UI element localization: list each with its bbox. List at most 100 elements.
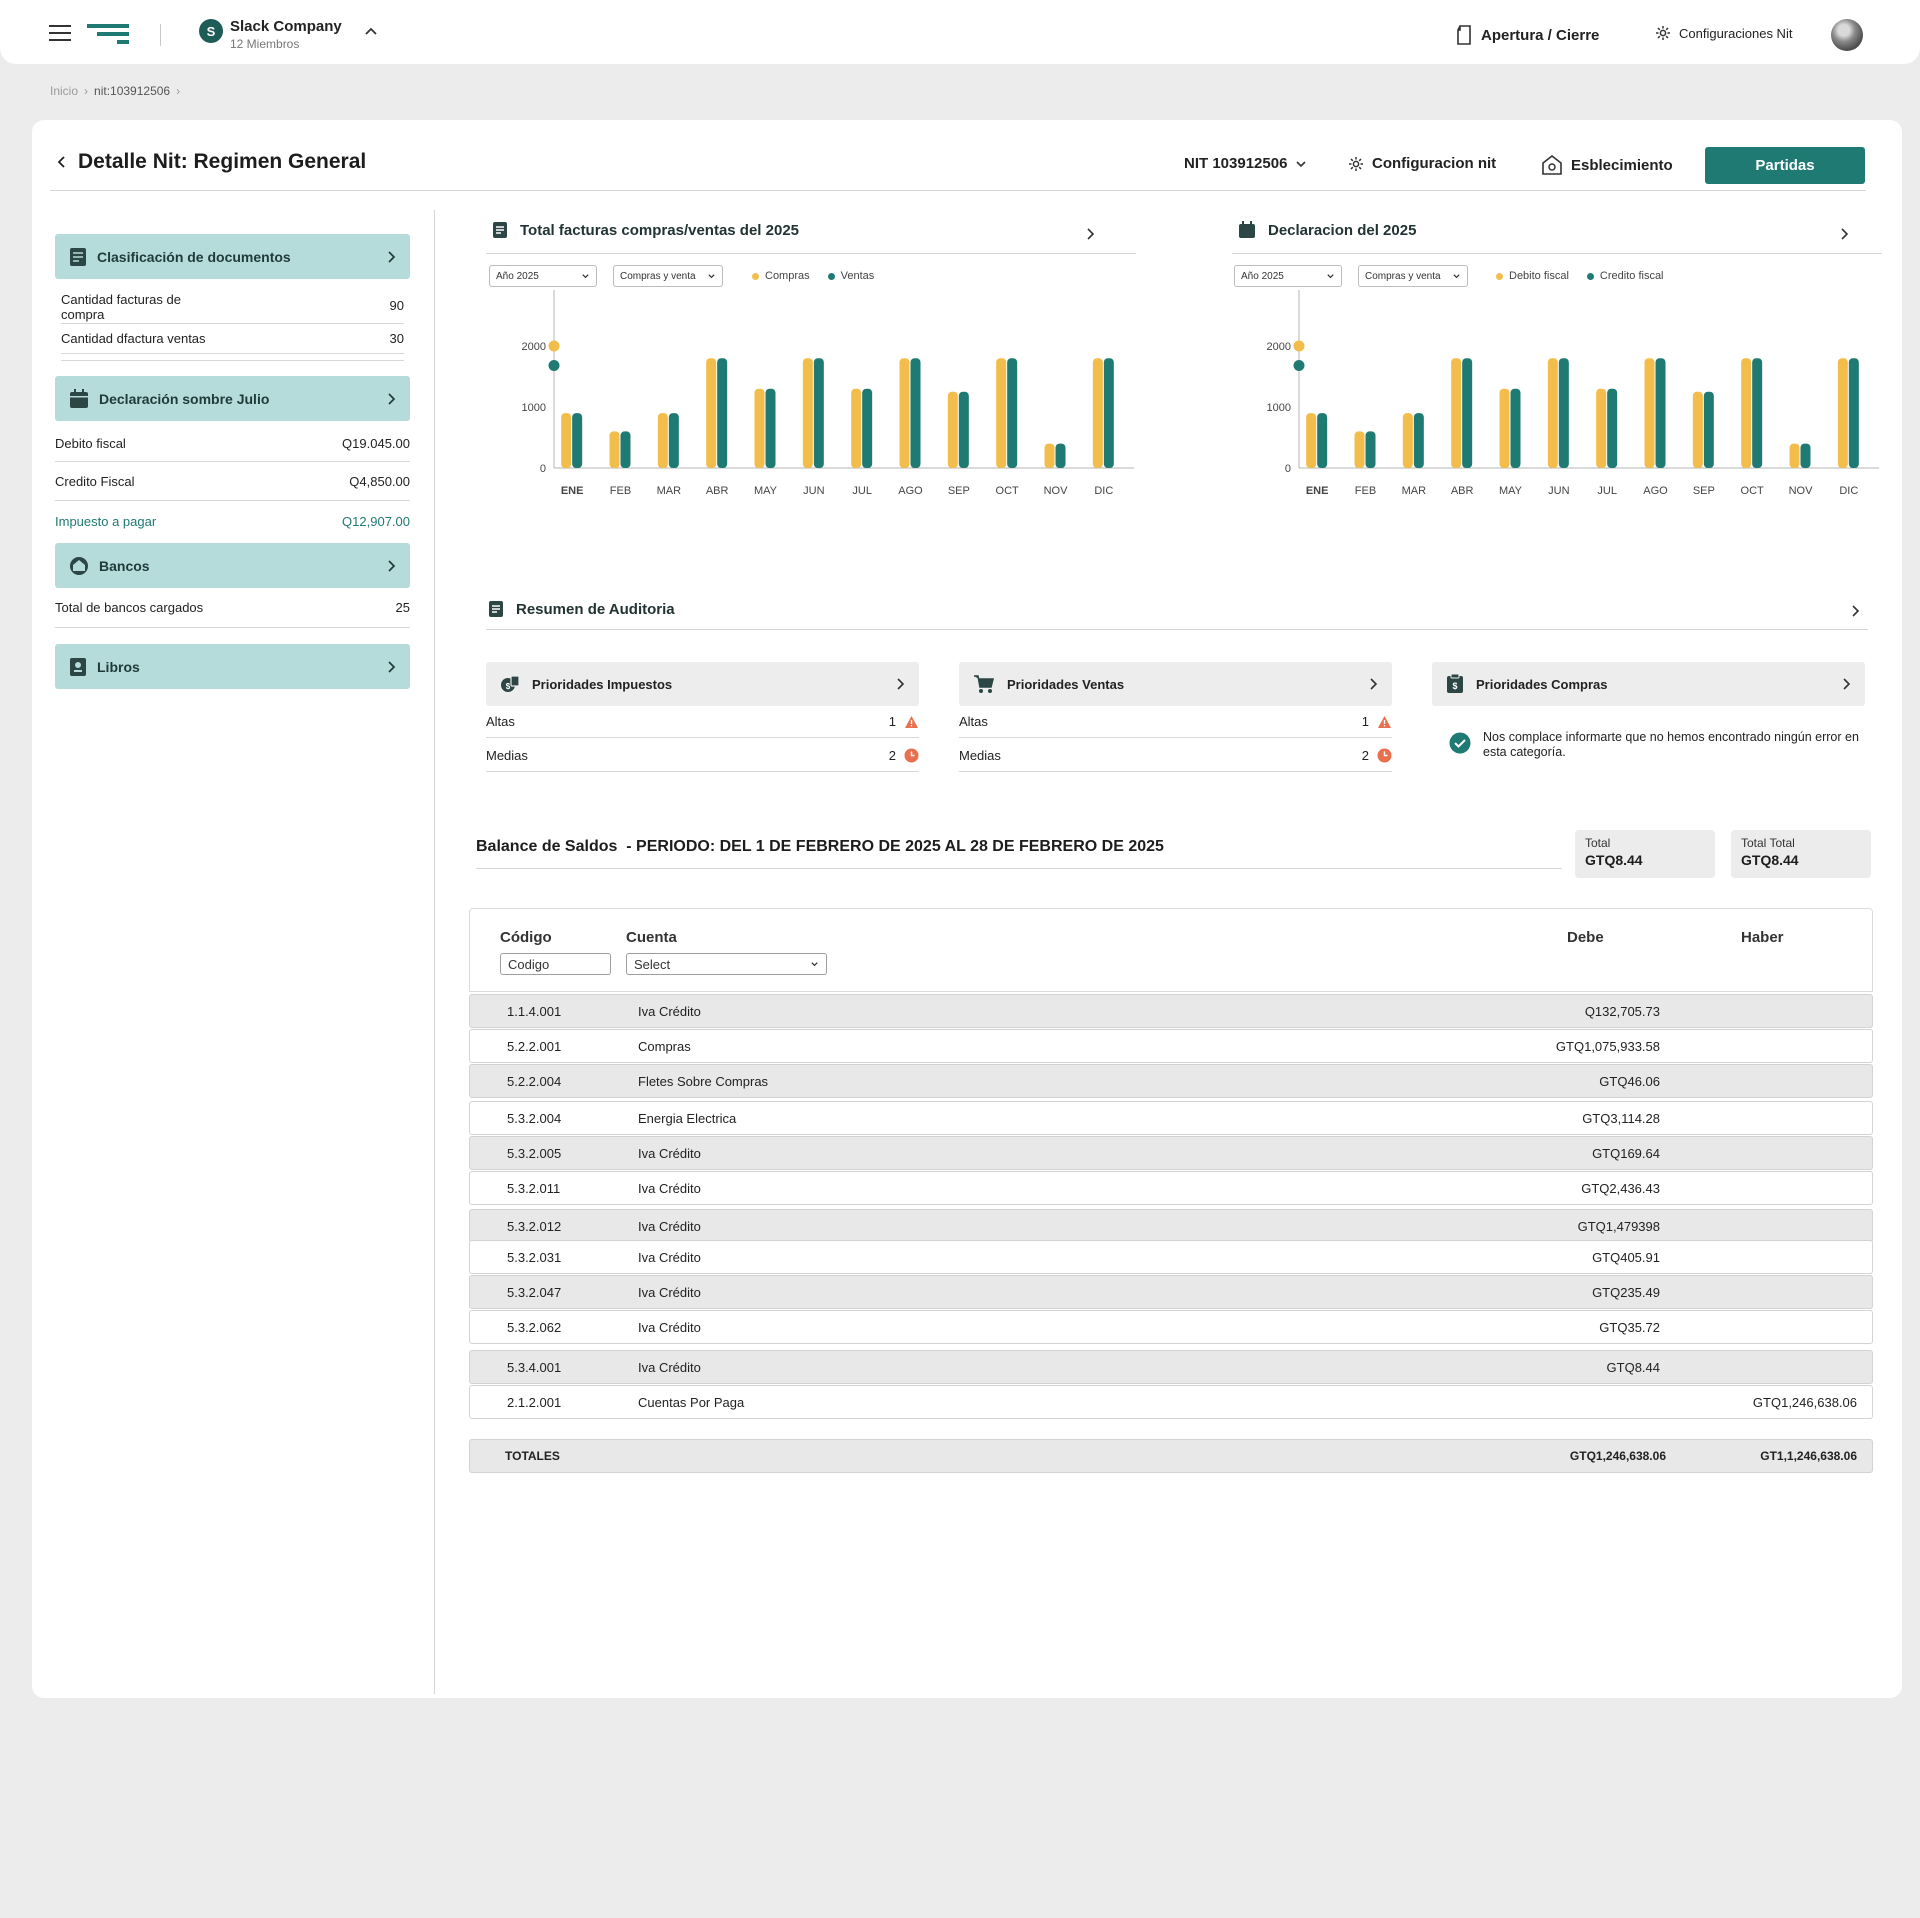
bar-oct-0[interactable] xyxy=(1741,358,1752,468)
bar-mar-1[interactable] xyxy=(668,413,679,468)
breadcrumb-home[interactable]: Inicio xyxy=(50,84,79,98)
bar-may-1[interactable] xyxy=(1510,388,1521,468)
year-select[interactable]: Año 2025 xyxy=(489,265,597,287)
back-icon[interactable] xyxy=(56,155,68,169)
bar-feb-0[interactable] xyxy=(1354,431,1365,468)
company-avatar[interactable]: S xyxy=(199,19,223,43)
bar-abr-0[interactable] xyxy=(706,358,717,468)
bar-may-0[interactable] xyxy=(1499,388,1510,468)
column-header-cuenta[interactable]: Cuenta xyxy=(626,929,677,946)
cell-codigo: 5.3.2.011 xyxy=(507,1181,561,1196)
column-header-haber[interactable]: Haber xyxy=(1741,929,1784,946)
libros-section[interactable]: Libros xyxy=(55,644,410,689)
declaracion-section[interactable]: Declaración sombre Julio xyxy=(55,376,410,421)
establecimiento-link[interactable]: Esblecimiento xyxy=(1541,155,1673,175)
bar-sep-1[interactable] xyxy=(958,391,969,468)
bar-ago-1[interactable] xyxy=(1655,358,1666,468)
table-row[interactable]: 5.3.4.001 Iva Crédito GTQ8.44 xyxy=(469,1350,1873,1384)
bar-nov-1[interactable] xyxy=(1055,443,1066,468)
menu-icon[interactable] xyxy=(49,25,71,42)
bar-ene-0[interactable] xyxy=(1306,413,1317,468)
bar-mar-0[interactable] xyxy=(657,413,668,468)
bar-jun-0[interactable] xyxy=(1547,358,1558,468)
table-row[interactable]: 5.3.2.047 Iva Crédito GTQ235.49 xyxy=(469,1275,1873,1309)
table-row[interactable]: 5.3.2.005 Iva Crédito GTQ169.64 xyxy=(469,1136,1873,1170)
bar-mar-0[interactable] xyxy=(1402,413,1413,468)
bar-jun-1[interactable] xyxy=(813,358,824,468)
bar-sep-0[interactable] xyxy=(1692,391,1703,468)
chevron-down-icon xyxy=(1453,273,1460,278)
table-row[interactable]: 5.3.2.004 Energia Electrica GTQ3,114.28 xyxy=(469,1101,1873,1135)
bar-jul-0[interactable] xyxy=(1596,388,1607,468)
declaracion-chart-title[interactable]: Declaracion del 2025 xyxy=(1238,221,1416,239)
auditoria-title[interactable]: Resumen de Auditoria xyxy=(488,600,675,618)
column-header-codigo[interactable]: Código xyxy=(500,929,552,946)
bar-dic-0[interactable] xyxy=(1837,358,1848,468)
table-row[interactable]: 2.1.2.001 Cuentas Por Paga GTQ1,246,638.06 xyxy=(469,1385,1873,1419)
bar-jun-0[interactable] xyxy=(802,358,813,468)
prioridades-ventas-header[interactable]: Prioridades Ventas xyxy=(959,662,1392,706)
column-header-debe[interactable]: Debe xyxy=(1567,929,1604,946)
codigo-filter-input[interactable]: Codigo xyxy=(500,953,611,975)
bar-oct-1[interactable] xyxy=(1752,358,1763,468)
user-avatar[interactable] xyxy=(1831,19,1863,51)
bar-may-1[interactable] xyxy=(765,388,776,468)
table-row[interactable]: 5.3.2.011 Iva Crédito GTQ2,436.43 xyxy=(469,1171,1873,1205)
table-row[interactable]: 5.2.2.001 Compras GTQ1,075,933.58 xyxy=(469,1029,1873,1063)
clasificacion-section[interactable]: Clasificación de documentos xyxy=(55,234,410,279)
bar-mar-1[interactable] xyxy=(1413,413,1424,468)
chevron-right-icon[interactable] xyxy=(1839,227,1849,241)
bar-ene-1[interactable] xyxy=(572,413,583,468)
table-row[interactable]: 5.2.2.004 Fletes Sobre Compras GTQ46.06 xyxy=(469,1064,1873,1098)
prioridades-impuestos-header[interactable]: $ Prioridades Impuestos xyxy=(486,662,919,706)
bar-dic-1[interactable] xyxy=(1103,358,1114,468)
table-row[interactable]: 5.3.2.031 Iva Crédito GTQ405.91 xyxy=(469,1240,1873,1274)
bar-abr-0[interactable] xyxy=(1451,358,1462,468)
cell-cuenta: Iva Crédito xyxy=(638,1320,701,1335)
cuenta-filter-select[interactable]: Select xyxy=(626,953,827,975)
bar-jul-1[interactable] xyxy=(862,388,873,468)
bar-oct-0[interactable] xyxy=(996,358,1007,468)
nit-selector[interactable]: NIT 103912506 xyxy=(1184,155,1307,172)
bar-ago-0[interactable] xyxy=(899,358,910,468)
bar-jul-0[interactable] xyxy=(851,388,862,468)
type-select[interactable]: Compras y venta xyxy=(1358,265,1468,287)
bar-dic-1[interactable] xyxy=(1848,358,1859,468)
total-total-label: Total Total xyxy=(1741,836,1795,850)
bar-ene-1[interactable] xyxy=(1317,413,1328,468)
bar-jul-1[interactable] xyxy=(1607,388,1618,468)
bar-dic-0[interactable] xyxy=(1092,358,1103,468)
chevron-up-icon[interactable] xyxy=(364,24,378,38)
bar-feb-1[interactable] xyxy=(1365,431,1376,468)
bar-feb-0[interactable] xyxy=(609,431,620,468)
bar-ene-0[interactable] xyxy=(561,413,572,468)
partidas-button[interactable]: Partidas xyxy=(1705,147,1865,184)
bar-sep-1[interactable] xyxy=(1703,391,1714,468)
bar-abr-1[interactable] xyxy=(1462,358,1473,468)
bar-nov-0[interactable] xyxy=(1789,443,1800,468)
table-row[interactable]: 1.1.4.001 Iva Crédito Q132,705.73 xyxy=(469,994,1873,1028)
chevron-right-icon[interactable] xyxy=(1085,227,1095,241)
table-row[interactable]: 5.3.2.012 Iva Crédito GTQ1,479398 xyxy=(469,1209,1873,1243)
bar-nov-1[interactable] xyxy=(1800,443,1811,468)
compras-ventas-chart-title[interactable]: Total facturas compras/ventas del 2025 xyxy=(492,221,799,239)
bar-sep-0[interactable] xyxy=(947,391,958,468)
bancos-section[interactable]: Bancos xyxy=(55,543,410,588)
bar-feb-1[interactable] xyxy=(620,431,631,468)
bar-oct-1[interactable] xyxy=(1007,358,1018,468)
bar-nov-0[interactable] xyxy=(1044,443,1055,468)
configuraciones-nit-link[interactable]: Configuraciones Nit xyxy=(1655,25,1792,41)
bar-may-0[interactable] xyxy=(754,388,765,468)
apertura-cierre-link[interactable]: Apertura / Cierre xyxy=(1455,25,1599,45)
year-select[interactable]: Año 2025 xyxy=(1234,265,1342,287)
bar-ago-1[interactable] xyxy=(910,358,921,468)
configuracion-nit-link[interactable]: Configuracion nit xyxy=(1348,155,1496,172)
company-name[interactable]: Slack Company xyxy=(230,18,342,35)
type-select[interactable]: Compras y venta xyxy=(613,265,723,287)
bar-jun-1[interactable] xyxy=(1558,358,1569,468)
table-row[interactable]: 5.3.2.062 Iva Crédito GTQ35.72 xyxy=(469,1310,1873,1344)
bar-abr-1[interactable] xyxy=(717,358,728,468)
chevron-right-icon[interactable] xyxy=(1850,604,1860,618)
prioridades-compras-header[interactable]: $ Prioridades Compras xyxy=(1432,662,1865,706)
bar-ago-0[interactable] xyxy=(1644,358,1655,468)
